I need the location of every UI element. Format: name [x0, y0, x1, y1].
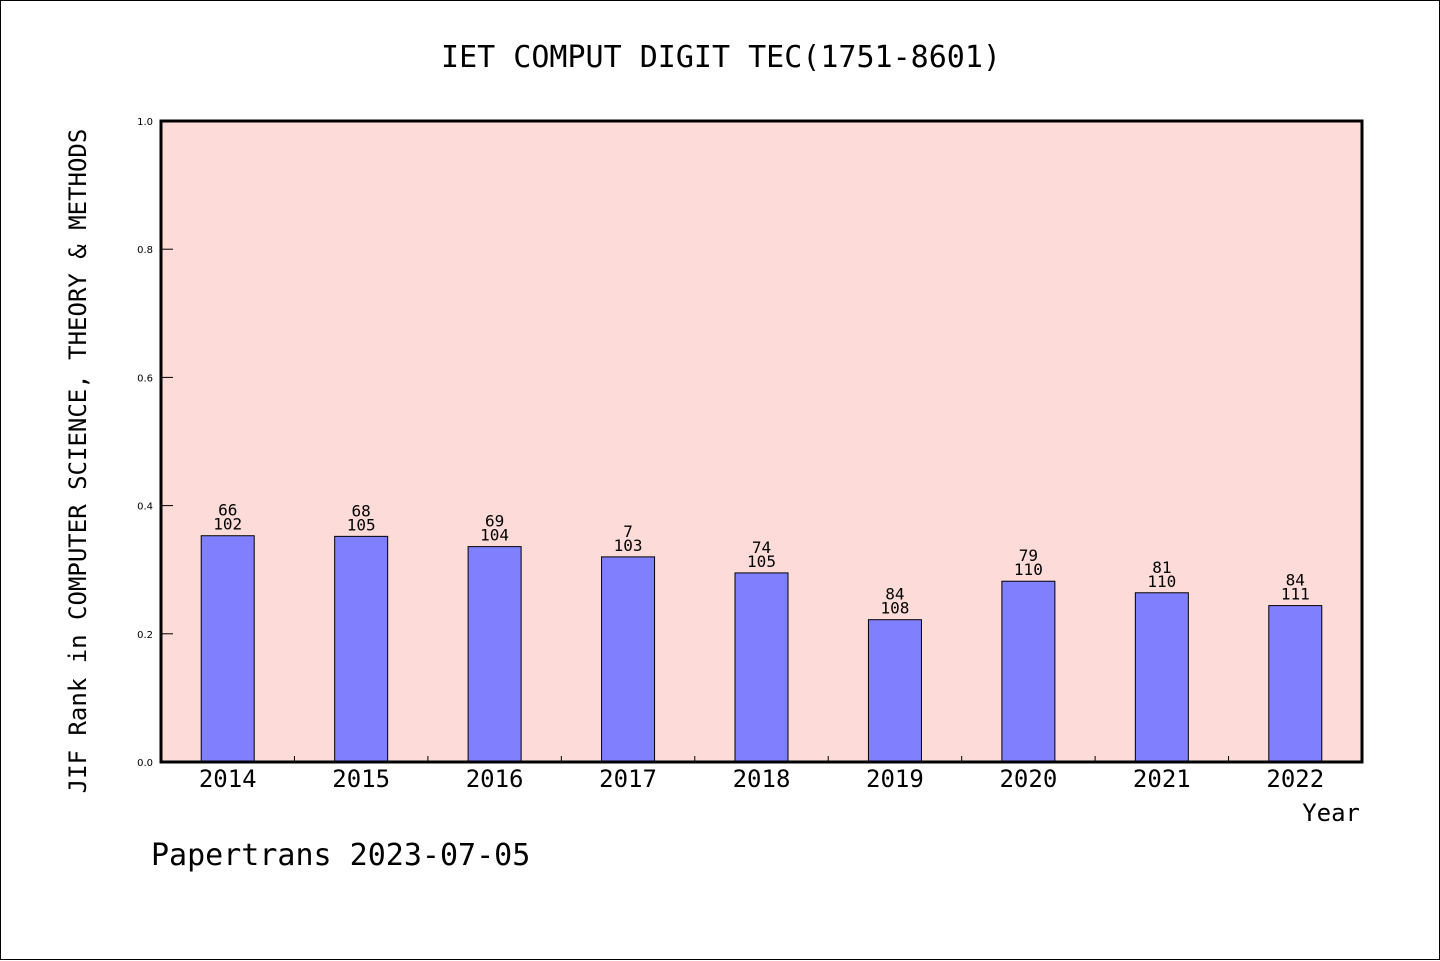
- y-axis-label: JIF Rank in COMPUTER SCIENCE, THEORY & M…: [64, 129, 92, 794]
- bar-2016: [467, 546, 522, 763]
- bar-2015: [334, 535, 389, 763]
- bar-2021: [1134, 592, 1189, 763]
- x-tick-label: 2018: [733, 765, 791, 793]
- bar-total-label: 108: [880, 599, 909, 618]
- bar-rank-label: 81: [1152, 558, 1171, 577]
- y-tick-label: 1.0: [137, 117, 153, 128]
- bars-group: [200, 535, 1323, 763]
- bar-rank-label: 68: [352, 501, 371, 520]
- bar-rank-label: 74: [752, 538, 771, 557]
- bar-2019: [867, 619, 922, 763]
- x-tick-label: 2019: [866, 765, 924, 793]
- bar-total-label: 111: [1281, 585, 1310, 604]
- bar-2022: [1268, 605, 1323, 763]
- y-tick-label: 0.4: [137, 502, 153, 513]
- bar-total-label: 110: [1147, 572, 1176, 591]
- x-axis-label: Year: [1302, 799, 1360, 827]
- bar-2018: [734, 572, 789, 763]
- bar-rank-label: 84: [1286, 571, 1305, 590]
- y-tick-label: 0.6: [137, 373, 153, 384]
- x-tick-label: 2022: [1266, 765, 1324, 793]
- bar-total-label: 104: [480, 526, 509, 545]
- x-tick-label: 2014: [199, 765, 257, 793]
- bar-total-label: 105: [747, 552, 776, 571]
- y-tick-label: 0.8: [137, 245, 153, 256]
- y-tick-label: 0.0: [137, 758, 153, 769]
- bar-total-label: 102: [213, 515, 242, 534]
- x-tick-label: 2021: [1133, 765, 1191, 793]
- bar-rank-label: 69: [485, 512, 504, 531]
- y-tick-label: 0.2: [137, 630, 153, 641]
- bar-rank-label: 79: [1019, 546, 1038, 565]
- bar-rank-label: 66: [218, 501, 237, 520]
- plot-border: [159, 119, 1364, 764]
- chart-title: IET COMPUT DIGIT TEC(1751-8601): [441, 40, 1001, 75]
- x-tick-label: 2020: [999, 765, 1057, 793]
- bar-rank-label: 84: [885, 585, 904, 604]
- x-tick-label: 2016: [466, 765, 524, 793]
- bar-total-label: 103: [614, 536, 643, 555]
- bar-2017: [601, 556, 656, 763]
- x-axis-ticks: 2014 2015 2016 2017 2018 2019 2020 2021 2022: [199, 756, 1324, 793]
- bar-2020: [1001, 580, 1056, 763]
- bar-2014: [200, 535, 255, 763]
- bar-total-label: 105: [347, 515, 376, 534]
- x-tick-label: 2017: [599, 765, 657, 793]
- bar-rank-label: 7: [623, 522, 633, 541]
- footer-text: Papertrans 2023-07-05: [151, 838, 530, 873]
- bar-total-label: 110: [1014, 560, 1043, 579]
- x-tick-label: 2015: [332, 765, 390, 793]
